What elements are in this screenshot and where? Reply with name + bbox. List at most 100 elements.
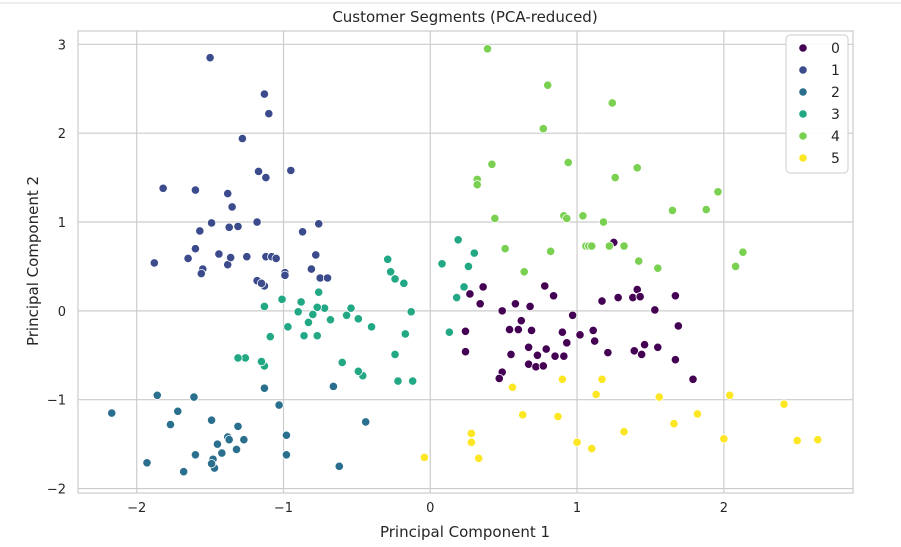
data-point-cluster-4 (598, 217, 609, 227)
data-point-cluster-0 (460, 347, 471, 357)
data-point-cluster-5 (466, 437, 476, 447)
data-point-cluster-3 (469, 248, 479, 258)
data-point-cluster-1 (226, 252, 236, 263)
data-point-cluster-3 (444, 327, 454, 337)
series-2-points (107, 381, 371, 477)
data-point-cluster-0 (559, 351, 569, 361)
data-point-cluster-1 (196, 268, 206, 279)
data-point-cluster-4 (653, 263, 663, 273)
data-point-cluster-3 (453, 235, 463, 245)
y-tick-label: −2 (47, 483, 66, 498)
data-point-cluster-0 (673, 321, 683, 331)
data-point-cluster-0 (504, 324, 515, 335)
data-point-cluster-2 (189, 392, 199, 402)
data-point-cluster-0 (568, 310, 578, 320)
data-point-cluster-1 (297, 227, 308, 237)
data-point-cluster-1 (183, 253, 193, 264)
y-tick-label: 2 (58, 127, 66, 142)
data-point-cluster-5 (466, 428, 476, 439)
legend-marker-2 (798, 87, 808, 97)
data-point-cluster-3 (459, 282, 469, 292)
data-point-cluster-0 (588, 325, 598, 336)
data-point-cluster-5 (572, 437, 582, 447)
data-point-cluster-2 (274, 400, 284, 410)
data-point-cluster-2 (107, 408, 117, 418)
data-point-cluster-5 (813, 435, 823, 445)
data-point-cluster-2 (212, 439, 223, 449)
data-point-cluster-3 (452, 292, 462, 303)
data-point-cluster-2 (361, 417, 371, 427)
data-point-cluster-0 (650, 305, 660, 315)
data-point-cluster-0 (670, 355, 680, 365)
data-point-cluster-1 (252, 217, 262, 227)
x-tick-labels: −2 −1 0 1 2 (127, 501, 728, 516)
data-point-cluster-2 (328, 381, 338, 391)
data-point-cluster-5 (518, 410, 528, 420)
data-point-cluster-5 (507, 382, 518, 392)
grid-lines (78, 31, 853, 493)
data-point-cluster-1 (322, 273, 333, 283)
data-point-cluster-1 (280, 270, 290, 280)
legend-label-4: 4 (831, 129, 840, 145)
data-point-cluster-4 (667, 205, 678, 216)
data-point-cluster-0 (613, 292, 623, 303)
data-point-cluster-1 (206, 218, 217, 228)
data-point-cluster-4 (546, 246, 556, 256)
data-point-cluster-2 (239, 435, 249, 445)
data-point-cluster-3 (386, 267, 396, 277)
data-point-cluster-5 (619, 427, 629, 437)
data-point-cluster-2 (165, 419, 176, 430)
series-3-points (233, 235, 479, 386)
data-point-cluster-3 (314, 287, 324, 297)
data-point-cluster-1 (242, 252, 252, 262)
y-tick-label: −1 (47, 394, 66, 409)
data-point-cluster-5 (587, 443, 597, 454)
data-point-cluster-3 (277, 294, 287, 304)
data-point-cluster-4 (578, 211, 588, 221)
data-point-cluster-0 (688, 374, 698, 384)
x-tick-label: −2 (127, 501, 146, 516)
data-point-cluster-4 (562, 213, 572, 224)
data-point-cluster-3 (366, 322, 377, 332)
data-point-cluster-3 (393, 376, 403, 386)
data-point-cluster-0 (639, 340, 650, 350)
data-point-cluster-4 (563, 157, 573, 168)
data-points (107, 44, 823, 477)
series-1-points (149, 53, 333, 291)
data-point-cluster-3 (406, 307, 416, 317)
legend-marker-1 (798, 65, 808, 75)
data-point-cluster-3 (437, 259, 447, 269)
data-point-cluster-1 (227, 202, 237, 212)
data-point-cluster-1 (256, 278, 267, 288)
data-point-cluster-1 (259, 89, 270, 99)
y-tick-label: 1 (58, 216, 66, 231)
data-point-cluster-3 (296, 297, 306, 307)
data-point-cluster-0 (548, 291, 559, 301)
data-point-cluster-0 (478, 282, 488, 292)
data-point-cluster-4 (490, 213, 500, 224)
data-point-cluster-3 (299, 331, 309, 341)
data-point-cluster-4 (619, 241, 629, 251)
legend-label-5: 5 (831, 151, 840, 167)
data-point-cluster-1 (311, 250, 321, 260)
data-point-cluster-4 (487, 159, 497, 169)
data-point-cluster-2 (142, 458, 152, 468)
data-point-cluster-3 (399, 278, 409, 288)
data-point-cluster-0 (513, 324, 523, 335)
data-point-cluster-4 (610, 172, 620, 183)
data-point-cluster-2 (179, 467, 189, 477)
data-point-cluster-1 (205, 53, 215, 63)
data-point-cluster-1 (271, 253, 281, 264)
data-point-cluster-3 (283, 322, 293, 332)
data-point-cluster-1 (190, 244, 201, 254)
data-point-cluster-0 (562, 338, 572, 348)
data-point-cluster-2 (217, 448, 227, 458)
data-point-cluster-5 (419, 452, 430, 463)
data-point-cluster-3 (346, 303, 356, 313)
data-point-cluster-1 (264, 109, 274, 119)
data-point-cluster-5 (654, 392, 664, 402)
data-point-cluster-1 (158, 183, 168, 193)
data-point-cluster-3 (308, 309, 318, 320)
data-point-cluster-1 (149, 258, 159, 268)
x-tick-label: 0 (426, 501, 434, 516)
